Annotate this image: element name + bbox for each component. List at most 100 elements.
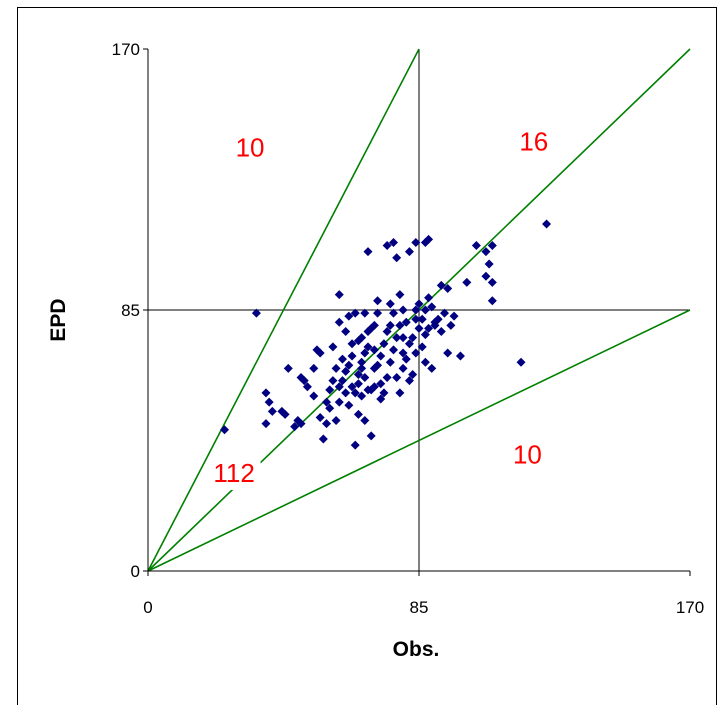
data-point: [251, 308, 261, 318]
region-count-background: [514, 128, 553, 159]
data-point: [481, 271, 491, 281]
data-point: [261, 388, 271, 398]
data-point: [414, 323, 424, 333]
data-point: [424, 323, 434, 333]
data-point: [264, 397, 274, 407]
x-tick-label: 170: [676, 598, 704, 617]
data-point: [331, 416, 341, 426]
x-tick-label: 85: [410, 598, 429, 617]
data-point: [388, 308, 398, 318]
region-count-background: [231, 134, 270, 165]
data-point: [309, 363, 319, 373]
data-point: [344, 360, 354, 370]
data-point: [401, 317, 411, 327]
data-point: [433, 314, 443, 324]
data-point: [280, 409, 290, 419]
data-point: [369, 320, 379, 330]
data-point: [516, 357, 526, 367]
data-point: [376, 351, 386, 361]
data-point: [347, 339, 357, 349]
data-point: [290, 422, 300, 432]
data-point: [398, 348, 408, 358]
data-point: [267, 406, 277, 416]
data-point: [385, 299, 395, 309]
data-point: [353, 409, 363, 419]
data-point: [436, 280, 446, 290]
data-point: [379, 388, 389, 398]
data-point: [395, 320, 405, 330]
data-point: [357, 333, 367, 343]
data-point: [315, 412, 325, 422]
data-point: [440, 308, 450, 318]
data-point: [357, 363, 367, 373]
axes: 0 85 170 0 85 170: [112, 40, 705, 617]
data-points: [220, 219, 552, 450]
data-point: [328, 342, 338, 352]
data-point: [309, 391, 319, 401]
data-point: [350, 388, 360, 398]
data-point: [382, 326, 392, 336]
data-point: [296, 419, 306, 429]
data-point: [382, 241, 392, 251]
data-point: [328, 376, 338, 386]
data-point: [283, 363, 293, 373]
data-point: [404, 339, 414, 349]
data-point: [347, 382, 357, 392]
data-point: [318, 434, 328, 444]
data-point: [411, 348, 421, 358]
data-point: [360, 416, 370, 426]
data-point: [392, 253, 402, 263]
data-point: [350, 308, 360, 318]
data-point: [220, 425, 230, 435]
data-point: [398, 333, 408, 343]
data-point: [484, 259, 494, 269]
data-point: [363, 342, 373, 352]
data-point: [388, 237, 398, 247]
region-count-label: 112: [213, 458, 254, 488]
data-point: [398, 363, 408, 373]
data-point: [420, 305, 430, 315]
data-point: [455, 351, 465, 361]
data-point: [392, 373, 402, 383]
data-point: [341, 366, 351, 376]
data-point: [366, 431, 376, 441]
data-point: [411, 314, 421, 324]
data-point: [373, 296, 383, 306]
scatter-chart: 0 85 170 0 85 170 10 16 112 10 Obs. EPD: [47, 40, 705, 661]
region-count-background: [207, 459, 261, 490]
data-point: [449, 311, 459, 321]
data-point: [296, 373, 306, 383]
data-point: [334, 397, 344, 407]
data-point: [411, 305, 421, 315]
data-point: [398, 305, 408, 315]
data-point: [357, 357, 367, 367]
data-point: [350, 440, 360, 450]
data-point: [360, 373, 370, 383]
data-point: [487, 277, 497, 287]
data-point: [462, 277, 472, 287]
x-axis-title: Obs.: [393, 638, 440, 661]
data-point: [261, 419, 271, 429]
data-point: [481, 247, 491, 257]
y-axis-title: EPD: [47, 298, 70, 341]
x-tick-label: 0: [143, 598, 152, 617]
labels: 10 16 112 10: [207, 126, 553, 490]
y-tick-label: 0: [131, 562, 140, 581]
data-point: [369, 345, 379, 355]
data-point: [443, 284, 453, 294]
data-point: [417, 314, 427, 324]
data-point: [404, 376, 414, 386]
data-point: [373, 360, 383, 370]
data-point: [414, 299, 424, 309]
data-point: [427, 363, 437, 373]
region-count-background: [508, 441, 547, 472]
data-point: [373, 308, 383, 318]
data-point: [376, 394, 386, 404]
data-point: [344, 311, 354, 321]
data-point: [379, 339, 389, 349]
data-point: [363, 247, 373, 257]
data-point: [404, 247, 414, 257]
data-point: [430, 320, 440, 330]
reference-line: [147, 309, 691, 572]
data-point: [424, 234, 434, 244]
